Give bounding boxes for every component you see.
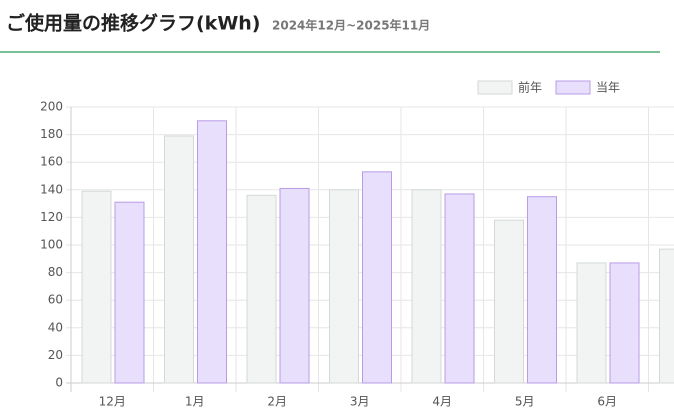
- bar: [164, 135, 194, 384]
- bar: [279, 187, 310, 384]
- legend-label: 当年: [596, 81, 620, 95]
- y-tick-label: 120: [40, 210, 63, 224]
- y-tick-label: 60: [48, 293, 63, 307]
- x-tick-label: 12月: [99, 395, 126, 409]
- y-tick-label: 140: [40, 182, 63, 196]
- y-tick-label: 0: [55, 376, 63, 390]
- bar: [362, 171, 392, 384]
- x-tick-label: 2月: [267, 395, 287, 409]
- bar: [659, 248, 674, 384]
- x-tick-label: 1月: [185, 395, 205, 409]
- y-tick-label: 200: [40, 100, 63, 114]
- chart-subtitle: 2024年12月~2025年11月: [272, 18, 430, 33]
- y-tick-label: 40: [48, 320, 63, 334]
- chart-title: ご使用量の推移グラフ(kWh): [6, 12, 261, 35]
- bar: [494, 219, 524, 384]
- legend-swatch: [555, 80, 591, 95]
- y-tick-label: 100: [40, 238, 63, 252]
- bar: [609, 262, 640, 384]
- bar: [114, 201, 145, 384]
- bar: [329, 189, 359, 384]
- bar: [444, 193, 475, 384]
- y-tick-label: 20: [48, 348, 63, 362]
- bar: [527, 196, 557, 384]
- x-tick-label: 3月: [350, 395, 370, 409]
- bar: [246, 194, 277, 384]
- x-tick-label: 4月: [432, 395, 452, 409]
- legend-label: 前年: [518, 80, 542, 95]
- y-tick-label: 160: [40, 155, 63, 169]
- x-tick-label: 5月: [515, 395, 535, 409]
- bar: [411, 189, 442, 384]
- bar: [576, 262, 607, 384]
- y-tick-label: 80: [48, 265, 63, 279]
- x-tick-label: 6月: [597, 395, 617, 409]
- bar: [81, 190, 112, 384]
- y-tick-label: 180: [40, 127, 63, 141]
- legend-swatch: [477, 80, 513, 95]
- bar: [197, 120, 227, 384]
